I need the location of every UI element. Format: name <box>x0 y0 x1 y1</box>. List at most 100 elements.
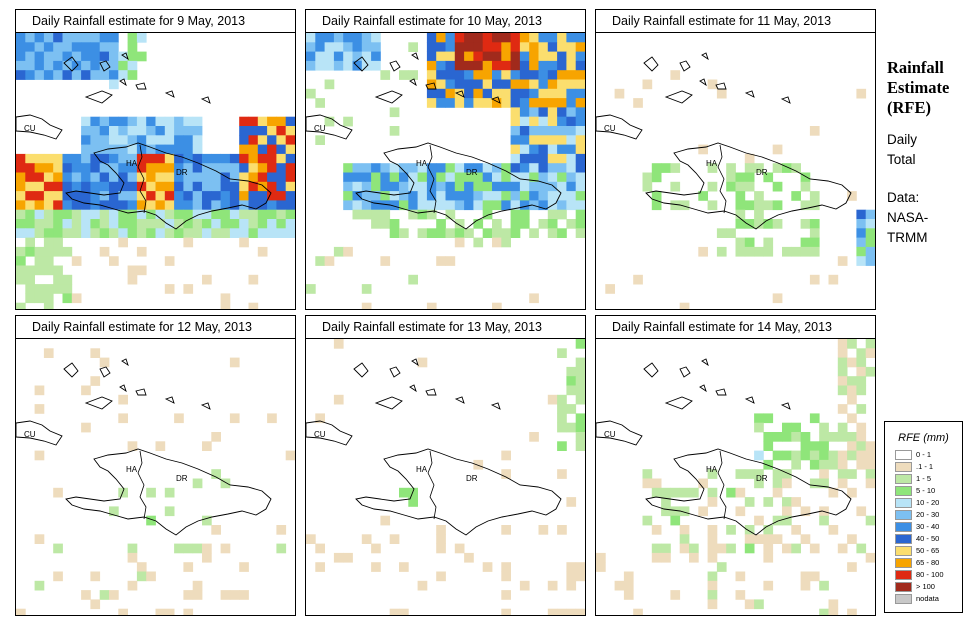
country-label: CU <box>604 124 616 133</box>
legend-swatch <box>895 534 912 544</box>
legend-swatch <box>895 462 912 472</box>
coastline <box>121 52 129 61</box>
coastline <box>699 78 707 87</box>
coastline <box>374 396 403 410</box>
map-canvas: CU HA DR <box>16 348 295 615</box>
coastline <box>200 402 211 410</box>
coastline <box>701 358 709 367</box>
legend-label: 1 - 5 <box>916 474 932 483</box>
country-label: DR <box>176 474 188 483</box>
legend-swatch <box>895 522 912 532</box>
legend-label: .1 - 1 <box>916 462 934 471</box>
rainfall-map: CU HA DR <box>595 32 876 310</box>
map-canvas: CU HA DR <box>596 339 875 615</box>
coastline <box>374 90 403 104</box>
coastline <box>355 142 562 230</box>
coastline <box>679 60 691 72</box>
coastline <box>664 396 693 410</box>
coastline <box>744 90 755 98</box>
rainfall-map: CU HA DR <box>15 338 296 616</box>
legend-label: 20 - 30 <box>916 510 940 519</box>
coastline <box>119 78 127 87</box>
legend-label: 10 - 20 <box>916 498 940 507</box>
legend-swatch <box>895 558 912 568</box>
coastline <box>679 366 691 378</box>
coastline <box>99 366 111 378</box>
country-border <box>717 144 727 214</box>
legend-label: 30 - 40 <box>916 522 940 531</box>
country-label: DR <box>756 168 768 177</box>
map-canvas: CU HA DR <box>16 33 295 309</box>
coastline <box>664 90 693 104</box>
coastline <box>780 402 791 410</box>
coastline <box>16 420 63 446</box>
legend-label: 50 - 65 <box>916 546 940 555</box>
country-label: DR <box>466 474 478 483</box>
coastline <box>119 384 127 393</box>
title-line: Rainfall <box>887 58 944 77</box>
coastline <box>84 396 113 410</box>
coastline <box>306 420 353 446</box>
coastline <box>99 60 111 72</box>
coastline <box>411 358 419 367</box>
coastline <box>16 114 63 140</box>
country-label: HA <box>416 159 428 168</box>
country-label: HA <box>706 465 718 474</box>
panel-title: Daily Rainfall estimate for 10 May, 2013 <box>305 9 586 33</box>
coastline <box>701 52 709 61</box>
coastline <box>164 90 175 98</box>
rainfall-map: CU HA DR <box>305 32 586 310</box>
data-source: Data: NASA- TRMM <box>887 188 971 248</box>
coastline <box>715 82 727 90</box>
coastline <box>780 96 791 104</box>
legend-label: > 100 <box>916 582 935 591</box>
legend-swatch <box>895 594 912 604</box>
coastline <box>744 396 755 404</box>
panel-title: Daily Rainfall estimate for 13 May, 2013 <box>305 315 586 339</box>
country-border <box>427 450 437 520</box>
coastline <box>63 56 79 72</box>
country-label: HA <box>416 465 428 474</box>
period-line: Daily <box>887 132 918 147</box>
legend-swatch <box>895 486 912 496</box>
rainfall-map: CU HA DR <box>15 32 296 310</box>
coastline <box>409 384 417 393</box>
rainfall-map: CU HA DR <box>595 338 876 616</box>
product-title: Rainfall Estimate (RFE) <box>887 58 971 118</box>
coastline <box>490 402 501 410</box>
panel-9-may: Daily Rainfall estimate for 9 May, 2013 … <box>15 9 296 310</box>
coastline <box>425 388 437 396</box>
legend-label: 0 - 1 <box>916 450 932 459</box>
coastline <box>490 96 501 104</box>
coastline <box>200 96 211 104</box>
coastline <box>454 396 465 404</box>
coastline <box>411 52 419 61</box>
country-label: CU <box>314 124 326 133</box>
coastline <box>409 78 417 87</box>
country-label: DR <box>176 168 188 177</box>
panel-10-may: Daily Rainfall estimate for 10 May, 2013… <box>305 9 586 310</box>
title-line: Estimate <box>887 78 950 97</box>
coastline <box>596 420 643 446</box>
coastline <box>135 82 147 90</box>
coastline <box>353 56 369 72</box>
coastline <box>389 366 401 378</box>
coastline <box>699 384 707 393</box>
source-line: NASA- <box>887 210 929 225</box>
map-canvas: CU HA DR <box>306 339 585 615</box>
map-canvas: CU HA DR <box>306 33 585 309</box>
country-border <box>427 144 437 214</box>
coastline <box>645 142 852 230</box>
panel-title: Daily Rainfall estimate for 12 May, 2013 <box>15 315 296 339</box>
legend-label: nodata <box>916 594 939 603</box>
panel-13-may: Daily Rainfall estimate for 13 May, 2013… <box>305 315 586 616</box>
legend-label: 80 - 100 <box>916 570 944 579</box>
source-line: Data: <box>887 190 920 205</box>
coastline <box>65 448 272 536</box>
legend-label: 5 - 10 <box>916 486 936 495</box>
coastline <box>164 396 175 404</box>
country-label: DR <box>756 474 768 483</box>
legend-swatch <box>895 450 912 460</box>
coastline <box>715 388 727 396</box>
country-border <box>717 450 727 520</box>
